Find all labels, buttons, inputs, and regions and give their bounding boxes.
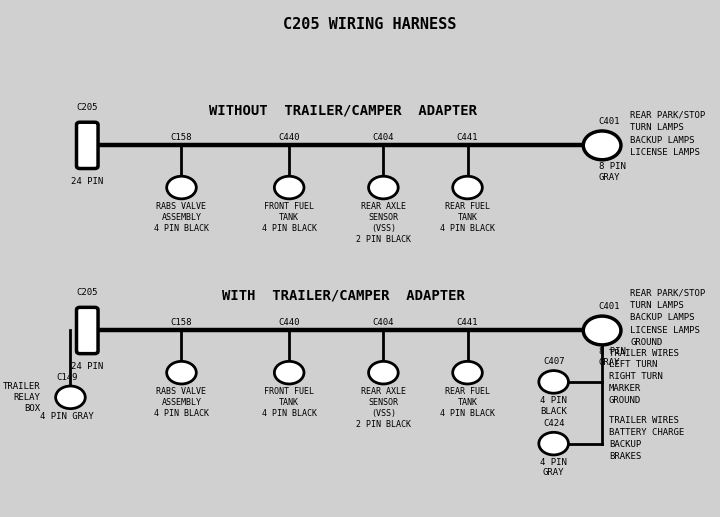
Text: 24 PIN: 24 PIN [71, 362, 104, 371]
Text: TRAILER WIRES
LEFT TURN
RIGHT TURN
MARKER
GROUND: TRAILER WIRES LEFT TURN RIGHT TURN MARKE… [609, 348, 679, 405]
Text: C205: C205 [76, 288, 98, 297]
Circle shape [453, 176, 482, 199]
Text: 4 PIN GRAY: 4 PIN GRAY [40, 412, 94, 421]
Text: C401: C401 [599, 117, 620, 126]
Text: 24 PIN: 24 PIN [71, 177, 104, 186]
Text: REAR AXLE
SENSOR
(VSS)
2 PIN BLACK: REAR AXLE SENSOR (VSS) 2 PIN BLACK [356, 387, 411, 429]
Circle shape [167, 361, 197, 384]
Text: C401: C401 [599, 302, 620, 311]
Text: C158: C158 [171, 133, 192, 142]
FancyBboxPatch shape [76, 122, 98, 169]
Circle shape [369, 176, 398, 199]
Text: C404: C404 [373, 318, 394, 327]
Text: C440: C440 [279, 318, 300, 327]
Text: WITH  TRAILER/CAMPER  ADAPTER: WITH TRAILER/CAMPER ADAPTER [222, 288, 464, 302]
Text: WITHOUT  TRAILER/CAMPER  ADAPTER: WITHOUT TRAILER/CAMPER ADAPTER [209, 103, 477, 117]
Text: 4 PIN
GRAY: 4 PIN GRAY [540, 458, 567, 477]
Text: C404: C404 [373, 133, 394, 142]
Text: RABS VALVE
ASSEMBLY
4 PIN BLACK: RABS VALVE ASSEMBLY 4 PIN BLACK [154, 387, 209, 418]
Text: REAR AXLE
SENSOR
(VSS)
2 PIN BLACK: REAR AXLE SENSOR (VSS) 2 PIN BLACK [356, 202, 411, 244]
Circle shape [453, 361, 482, 384]
Text: REAR PARK/STOP
TURN LAMPS
BACKUP LAMPS
LICENSE LAMPS: REAR PARK/STOP TURN LAMPS BACKUP LAMPS L… [631, 111, 706, 157]
Circle shape [539, 371, 569, 393]
Circle shape [583, 131, 621, 160]
Text: C424: C424 [543, 419, 564, 428]
Circle shape [274, 176, 304, 199]
Circle shape [369, 361, 398, 384]
Text: REAR FUEL
TANK
4 PIN BLACK: REAR FUEL TANK 4 PIN BLACK [440, 387, 495, 418]
FancyBboxPatch shape [76, 307, 98, 354]
Circle shape [55, 386, 85, 408]
Text: REAR PARK/STOP
TURN LAMPS
BACKUP LAMPS
LICENSE LAMPS
GROUND: REAR PARK/STOP TURN LAMPS BACKUP LAMPS L… [631, 288, 706, 347]
Text: FRONT FUEL
TANK
4 PIN BLACK: FRONT FUEL TANK 4 PIN BLACK [261, 202, 317, 233]
Circle shape [583, 316, 621, 345]
Text: REAR FUEL
TANK
4 PIN BLACK: REAR FUEL TANK 4 PIN BLACK [440, 202, 495, 233]
Text: TRAILER
RELAY
BOX: TRAILER RELAY BOX [3, 382, 40, 413]
Text: C149: C149 [56, 373, 78, 382]
Text: C205: C205 [76, 103, 98, 112]
Text: C158: C158 [171, 318, 192, 327]
Text: 8 PIN
GRAY: 8 PIN GRAY [599, 162, 626, 182]
Text: C441: C441 [456, 133, 478, 142]
Text: TRAILER WIRES
BATTERY CHARGE
BACKUP
BRAKES: TRAILER WIRES BATTERY CHARGE BACKUP BRAK… [609, 416, 684, 461]
Circle shape [274, 361, 304, 384]
Text: C205 WIRING HARNESS: C205 WIRING HARNESS [283, 17, 456, 32]
Text: C441: C441 [456, 318, 478, 327]
Text: 8 PIN
GRAY: 8 PIN GRAY [599, 347, 626, 367]
Text: RABS VALVE
ASSEMBLY
4 PIN BLACK: RABS VALVE ASSEMBLY 4 PIN BLACK [154, 202, 209, 233]
Circle shape [539, 432, 569, 455]
Circle shape [167, 176, 197, 199]
Text: C440: C440 [279, 133, 300, 142]
Text: C407: C407 [543, 357, 564, 367]
Text: FRONT FUEL
TANK
4 PIN BLACK: FRONT FUEL TANK 4 PIN BLACK [261, 387, 317, 418]
Text: 4 PIN
BLACK: 4 PIN BLACK [540, 397, 567, 416]
